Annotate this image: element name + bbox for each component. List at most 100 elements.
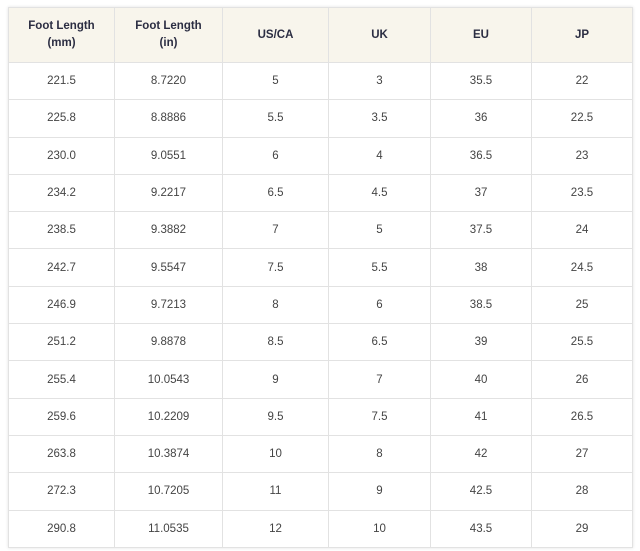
table-row: 238.5 9.3882 7 5 37.5 24 [8, 211, 633, 250]
table-row: 234.2 9.2217 6.5 4.5 37 23.5 [8, 173, 633, 213]
table-row: 263.8 10.3874 10 8 42 27 [8, 434, 633, 474]
table-row: 290.8 11.0535 12 10 43.5 29 [8, 509, 633, 548]
cell-foot-length-mm: 246.9 [8, 285, 115, 325]
table-row: 242.7 9.5547 7.5 5.5 38 24.5 [8, 248, 633, 287]
cell-eu: 42.5 [430, 472, 532, 511]
cell-foot-length-in: 9.7213 [114, 285, 223, 325]
cell-foot-length-in: 8.7220 [114, 61, 223, 101]
cell-eu: 38.5 [430, 285, 532, 325]
cell-us-ca: 7 [222, 211, 329, 250]
table-row: 272.3 10.7205 11 9 42.5 28 [8, 472, 633, 511]
header-foot-length-mm: Foot Length (mm) [8, 7, 115, 63]
cell-us-ca: 9.5 [222, 397, 329, 436]
cell-jp: 28 [531, 472, 633, 511]
cell-jp: 29 [531, 509, 633, 548]
cell-jp: 23 [531, 136, 633, 175]
cell-foot-length-mm: 290.8 [8, 509, 115, 548]
table-row: 255.4 10.0543 9 7 40 26 [8, 360, 633, 399]
cell-eu: 42 [430, 434, 532, 474]
header-label: UK [371, 28, 388, 41]
header-us-ca: US/CA [222, 7, 329, 63]
cell-uk: 9 [328, 472, 431, 511]
cell-uk: 10 [328, 509, 431, 548]
header-label: Foot Length [28, 20, 95, 32]
cell-jp: 24 [531, 211, 633, 250]
header-label: (in) [159, 37, 178, 49]
cell-foot-length-mm: 251.2 [8, 323, 115, 362]
header-label: EU [473, 28, 489, 41]
header-uk: UK [328, 7, 431, 63]
cell-foot-length-mm: 221.5 [8, 61, 115, 101]
cell-foot-length-in: 9.8878 [114, 323, 223, 362]
cell-uk: 4.5 [328, 173, 431, 213]
cell-eu: 41 [430, 397, 532, 436]
cell-us-ca: 5 [222, 61, 329, 101]
table-row: 221.5 8.7220 5 3 35.5 22 [8, 61, 633, 101]
cell-foot-length-in: 11.0535 [114, 509, 223, 548]
cell-eu: 36 [430, 99, 532, 138]
header-label: Foot Length [135, 20, 202, 32]
cell-uk: 3 [328, 61, 431, 101]
cell-jp: 27 [531, 434, 633, 474]
table-row: 225.8 8.8886 5.5 3.5 36 22.5 [8, 99, 633, 138]
cell-us-ca: 12 [222, 509, 329, 548]
cell-uk: 5 [328, 211, 431, 250]
cell-foot-length-mm: 255.4 [8, 360, 115, 399]
cell-foot-length-mm: 242.7 [8, 248, 115, 287]
header-eu: EU [430, 7, 532, 63]
cell-us-ca: 10 [222, 434, 329, 474]
cell-foot-length-mm: 230.0 [8, 136, 115, 175]
cell-us-ca: 6.5 [222, 173, 329, 213]
cell-foot-length-in: 9.0551 [114, 136, 223, 175]
cell-foot-length-in: 10.7205 [114, 472, 223, 511]
cell-jp: 24.5 [531, 248, 633, 287]
cell-foot-length-mm: 263.8 [8, 434, 115, 474]
cell-eu: 36.5 [430, 136, 532, 175]
cell-jp: 22 [531, 61, 633, 101]
header-foot-length-in: Foot Length (in) [114, 7, 223, 63]
cell-us-ca: 8 [222, 285, 329, 325]
cell-us-ca: 5.5 [222, 99, 329, 138]
table-row: 246.9 9.7213 8 6 38.5 25 [8, 285, 633, 325]
header-label: US/CA [257, 28, 294, 41]
cell-us-ca: 6 [222, 136, 329, 175]
shoe-size-table: Foot Length (mm) Foot Length (in) US/CA UK EU J… [8, 7, 633, 548]
cell-foot-length-in: 10.0543 [114, 360, 223, 399]
cell-uk: 6 [328, 285, 431, 325]
cell-eu: 38 [430, 248, 532, 287]
cell-us-ca: 7.5 [222, 248, 329, 287]
cell-uk: 4 [328, 136, 431, 175]
cell-foot-length-mm: 238.5 [8, 211, 115, 250]
cell-us-ca: 8.5 [222, 323, 329, 362]
cell-eu: 43.5 [430, 509, 532, 548]
header-label: JP [574, 28, 590, 41]
cell-uk: 7.5 [328, 397, 431, 436]
cell-foot-length-mm: 234.2 [8, 173, 115, 213]
cell-foot-length-mm: 272.3 [8, 472, 115, 511]
cell-jp: 26 [531, 360, 633, 399]
table-row: 259.6 10.2209 9.5 7.5 41 26.5 [8, 397, 633, 436]
cell-uk: 6.5 [328, 323, 431, 362]
cell-jp: 25 [531, 285, 633, 325]
cell-foot-length-in: 8.8886 [114, 99, 223, 138]
cell-uk: 3.5 [328, 99, 431, 138]
header-jp: JP [531, 7, 633, 63]
cell-jp: 23.5 [531, 173, 633, 213]
cell-uk: 5.5 [328, 248, 431, 287]
table-row: 251.2 9.8878 8.5 6.5 39 25.5 [8, 323, 633, 362]
cell-eu: 37 [430, 173, 532, 213]
cell-eu: 35.5 [430, 61, 532, 101]
cell-uk: 7 [328, 360, 431, 399]
cell-us-ca: 9 [222, 360, 329, 399]
header-label: (mm) [47, 37, 76, 49]
table-row: 230.0 9.0551 6 4 36.5 23 [8, 136, 633, 175]
cell-jp: 22.5 [531, 99, 633, 138]
cell-us-ca: 11 [222, 472, 329, 511]
cell-eu: 39 [430, 323, 532, 362]
cell-foot-length-mm: 259.6 [8, 397, 115, 436]
cell-jp: 26.5 [531, 397, 633, 436]
cell-foot-length-mm: 225.8 [8, 99, 115, 138]
cell-jp: 25.5 [531, 323, 633, 362]
cell-eu: 37.5 [430, 211, 532, 250]
cell-foot-length-in: 9.2217 [114, 173, 223, 213]
